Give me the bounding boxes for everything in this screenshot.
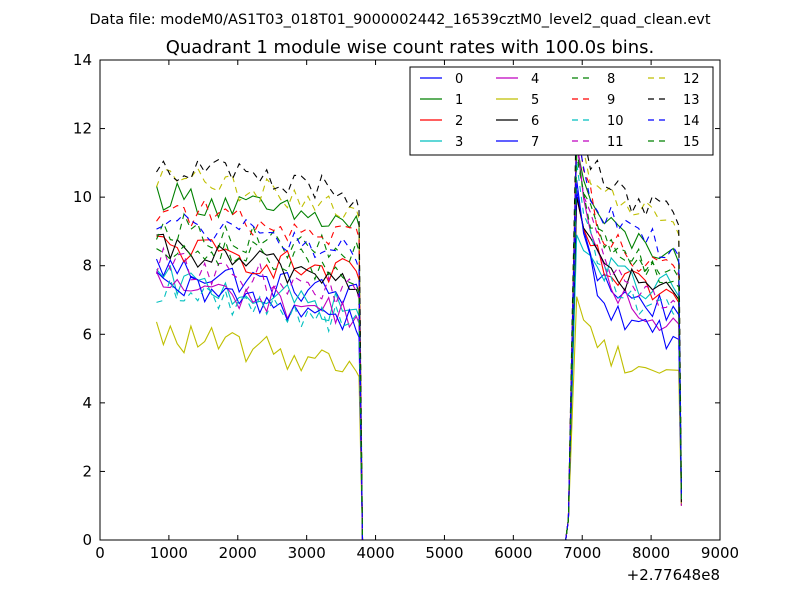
legend-label-1: 1 (455, 93, 463, 108)
series-line-10 (156, 162, 682, 541)
legend-label-4: 4 (531, 72, 539, 87)
legend-box (409, 66, 714, 156)
x-tick-label: 7000 (563, 544, 601, 562)
y-tick-label: 4 (82, 394, 92, 412)
x-tick-label: 1000 (150, 544, 188, 562)
plot-lines (155, 97, 682, 541)
legend-label-10: 10 (607, 114, 624, 129)
series-line-8 (155, 155, 682, 541)
x-axis-offset-label: +2.77648e8 (627, 566, 720, 584)
series-line-13 (156, 97, 682, 541)
series-line-6 (156, 196, 682, 541)
series-line-0 (155, 190, 682, 541)
y-tick-label: 2 (82, 462, 92, 480)
x-tick-label: 0 (95, 544, 105, 562)
legend-label-7: 7 (531, 135, 539, 150)
y-tick-label: 8 (82, 257, 92, 275)
chart-title: Quadrant 1 module wise count rates with … (166, 37, 655, 58)
series-line-14 (156, 128, 682, 541)
legend-label-5: 5 (531, 93, 539, 108)
legend-label-6: 6 (531, 114, 539, 129)
y-tick-label: 14 (73, 51, 92, 69)
y-tick-label: 0 (82, 531, 92, 549)
y-tick-label: 12 (73, 120, 92, 138)
legend-label-13: 13 (683, 93, 700, 108)
series-line-7 (156, 179, 682, 541)
x-tick-label: 2000 (219, 544, 257, 562)
x-axis: 0 1000 2000 3000 4000 5000 6000 7000 8000 9000 (95, 60, 739, 562)
legend-label-0: 0 (455, 72, 463, 87)
series-line-11 (155, 142, 682, 541)
legend-label-3: 3 (455, 135, 463, 150)
legend-label-8: 8 (607, 72, 615, 87)
series-line-9 (156, 121, 682, 541)
x-tick-label: 8000 (632, 544, 670, 562)
series-line-1 (155, 145, 682, 541)
legend-label-2: 2 (455, 114, 463, 129)
plot-frame (99, 59, 721, 541)
legend-label-12: 12 (683, 72, 700, 87)
chart-supertitle: Data file: modeM0/AS1T03_018T01_90000024… (89, 12, 710, 28)
series-line-5 (155, 296, 682, 541)
legend-label-15: 15 (683, 135, 700, 150)
legend-label-14: 14 (683, 114, 700, 129)
series-line-3 (156, 234, 682, 541)
series-line-15 (156, 149, 682, 541)
x-tick-label: 5000 (425, 544, 463, 562)
y-tick-label: 6 (82, 325, 92, 343)
x-tick-label: 6000 (494, 544, 532, 562)
x-tick-label: 4000 (356, 544, 394, 562)
series-line-2 (156, 196, 682, 541)
x-tick-label: 9000 (701, 544, 739, 562)
legend-label-11: 11 (607, 135, 624, 150)
legend-label-9: 9 (607, 93, 615, 108)
y-tick-label: 10 (73, 188, 92, 206)
series-line-12 (155, 114, 682, 541)
series-line-4 (155, 135, 682, 541)
x-tick-label: 3000 (288, 544, 326, 562)
